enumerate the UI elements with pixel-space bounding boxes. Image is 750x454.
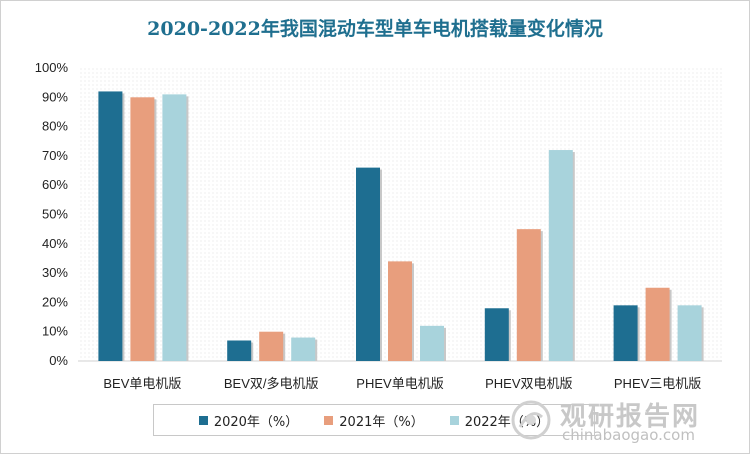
- watermark: 观研报告网 chinabaogao.com: [510, 396, 730, 446]
- y-tick-label: 10%: [42, 324, 68, 339]
- bar-2020-1: [227, 340, 252, 361]
- y-tick-label: 30%: [42, 265, 68, 280]
- watermark-logo-icon: [511, 400, 551, 440]
- legend-swatch-2021: [324, 415, 334, 425]
- bar-2020-2: [356, 167, 380, 361]
- bar-2020-0: [98, 91, 123, 361]
- bar-2021-3: [516, 229, 541, 361]
- legend-item-2020: 2020年（%）: [198, 411, 299, 430]
- bar-2021-4: [645, 287, 670, 361]
- x-tick-label: BEV单电机版: [103, 376, 181, 391]
- y-tick-label: 80%: [42, 119, 68, 134]
- x-tick-label: BEV双/多电机版: [224, 376, 319, 391]
- y-tick-label: 90%: [42, 89, 68, 104]
- bar-2021-0: [130, 97, 155, 362]
- y-tick-label: 100%: [35, 60, 69, 75]
- bar-2020-4: [613, 305, 638, 361]
- legend-label-2021: 2021年（%）: [339, 414, 424, 430]
- bar-2021-2: [388, 261, 412, 361]
- legend-swatch-2020: [198, 415, 208, 425]
- bar-2022-0: [162, 94, 187, 362]
- y-tick-label: 20%: [42, 294, 68, 309]
- x-tick-label: PHEV双电机版: [485, 376, 572, 391]
- y-tick-label: 70%: [42, 148, 68, 163]
- x-tick-label: PHEV三电机版: [614, 376, 701, 391]
- watermark-sub-text: chinabaogao.com: [562, 426, 695, 444]
- watermark-main-text: 观研报告网: [560, 402, 701, 432]
- bar-2022-2: [420, 325, 444, 361]
- legend-swatch-2022: [449, 415, 459, 425]
- bar-2022-1: [291, 337, 316, 361]
- chart-title: 2020-2022年我国混动车型单车电机搭载量变化情况: [147, 18, 603, 40]
- bar-2020-3: [484, 308, 509, 361]
- y-tick-label: 0%: [49, 353, 68, 368]
- bar-2021-1: [259, 331, 284, 361]
- bar-2022-3: [548, 150, 573, 361]
- x-tick-label: PHEV单电机版: [356, 376, 443, 391]
- y-tick-label: 60%: [42, 177, 68, 192]
- bar-2022-4: [677, 305, 702, 361]
- legend-label-2020: 2020年（%）: [213, 414, 299, 430]
- legend-item-2021: 2021年（%）: [324, 411, 424, 430]
- y-tick-label: 50%: [42, 207, 68, 222]
- y-tick-label: 40%: [42, 236, 68, 251]
- legend: 2020年（%） 2021年（%） 2022年（%）: [153, 404, 595, 436]
